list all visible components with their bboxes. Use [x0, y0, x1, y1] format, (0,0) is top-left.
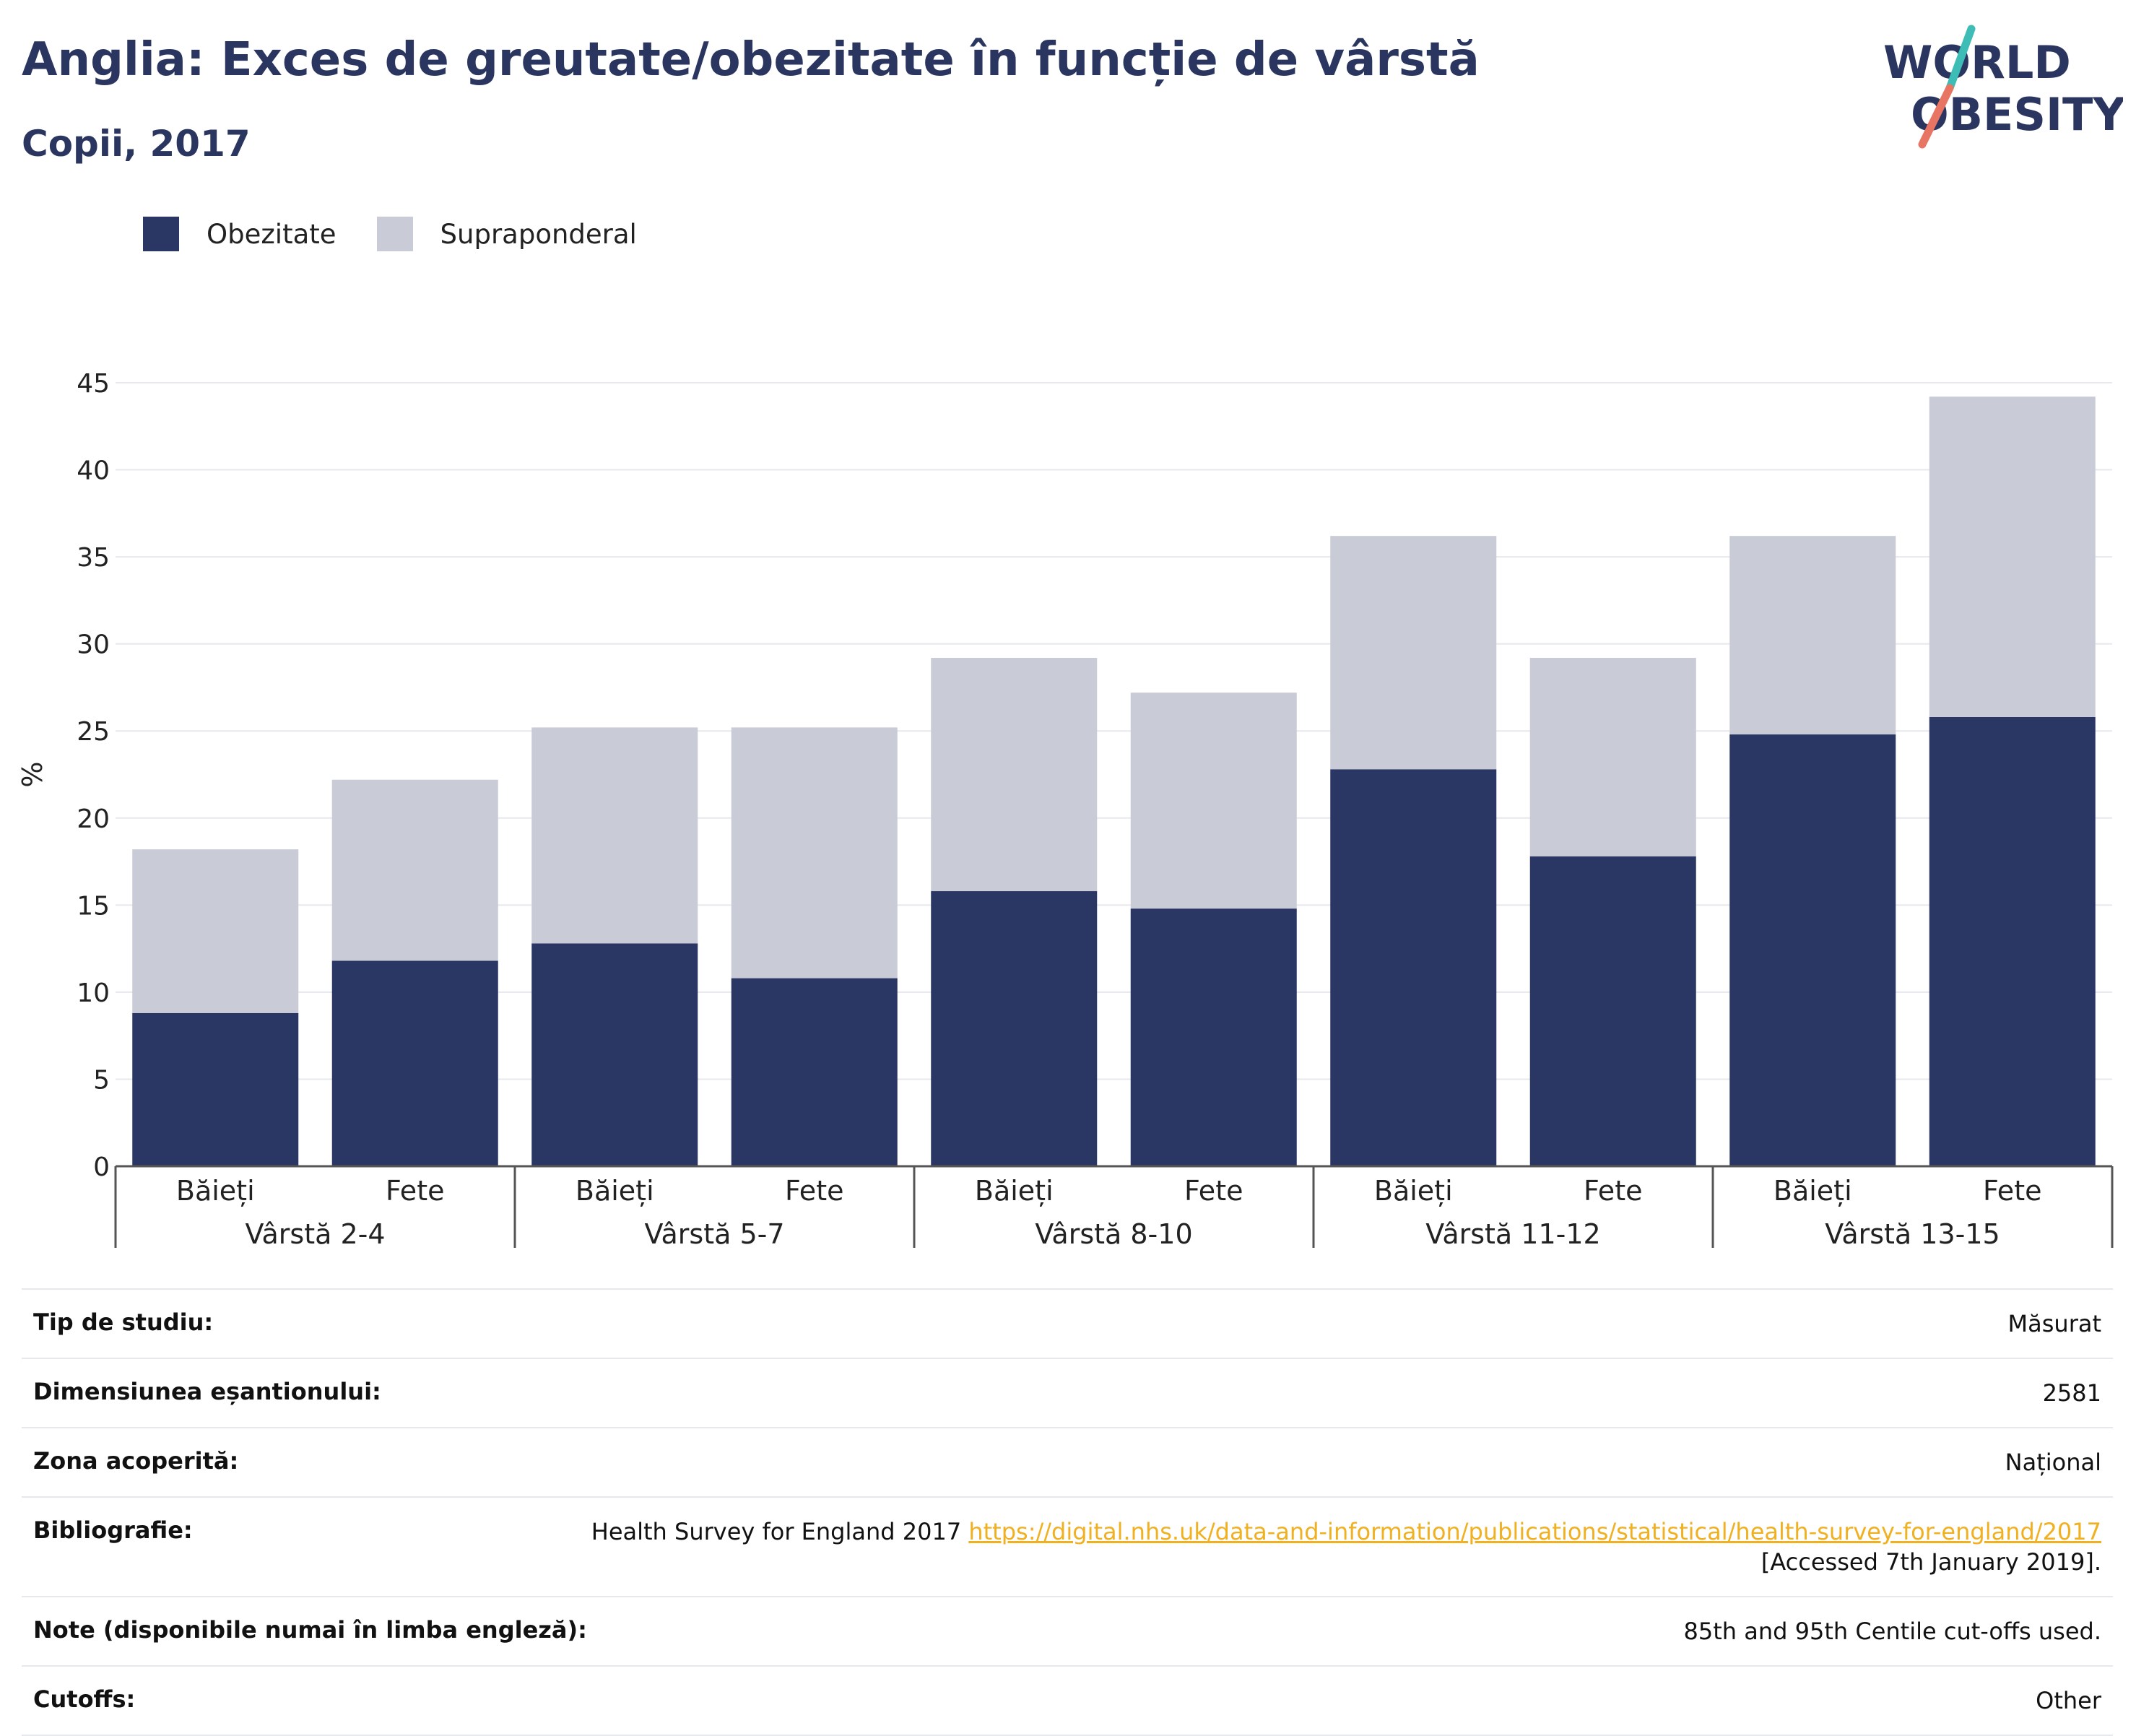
bar-overweight — [132, 849, 299, 1013]
bars — [132, 396, 2096, 1166]
bar-overweight — [731, 727, 898, 978]
bar-overweight — [931, 657, 1098, 892]
bar-overweight — [531, 727, 698, 944]
bibliography-source: Health Survey for England 2017 — [591, 1518, 962, 1545]
y-tick-label: 40 — [77, 456, 110, 486]
bar-obesity — [931, 891, 1098, 1166]
x-category-label: Fete — [1184, 1175, 1243, 1207]
x-category-label: Băieți — [975, 1175, 1054, 1207]
y-tick-label: 10 — [77, 978, 110, 1008]
axes: 0 5 10 15 20 25 30 35 40 45% Băieți Fete Băieți Fete B… — [17, 369, 2114, 1250]
bar-overweight — [1529, 657, 1696, 856]
info-label: Dimensiunea eșantionului: — [33, 1378, 381, 1405]
bar-obesity — [531, 943, 698, 1166]
bar-obesity — [1929, 716, 2096, 1166]
study-info-table: Tip de studiu: Măsurat Dimensiunea eșant… — [22, 1288, 2113, 1736]
y-tick-label: 30 — [77, 630, 110, 660]
legend-item-obesity: Obezitate — [143, 217, 337, 251]
legend-label-overweight: Supraponderal — [440, 218, 637, 250]
y-tick-label: 25 — [77, 717, 110, 747]
legend-swatch-overweight — [376, 217, 413, 251]
x-category-label: Băieți — [576, 1175, 654, 1207]
info-row-bibliography: Bibliografie: Health Survey for England … — [22, 1498, 2113, 1597]
x-group-label: Vârstă 11-12 — [1425, 1218, 1600, 1250]
info-value: Măsurat — [2007, 1310, 2101, 1337]
bar-obesity — [331, 960, 498, 1166]
x-category-label: Băieți — [1374, 1175, 1453, 1207]
x-category-label: Fete — [785, 1175, 843, 1207]
y-tick-label: 20 — [77, 804, 110, 834]
info-label: Tip de studiu: — [33, 1308, 214, 1336]
logo-line-1: WORLD — [1883, 36, 2071, 89]
y-tick-label: 5 — [93, 1065, 110, 1095]
info-value: 2581 — [2042, 1379, 2101, 1407]
bar-overweight — [1130, 693, 1297, 909]
info-row-study-type: Tip de studiu: Măsurat — [22, 1290, 2113, 1359]
stacked-bar-chart: 0 5 10 15 20 25 30 35 40 45% Băieți Fete Băieți Fete B… — [17, 369, 2114, 1250]
bar-overweight — [1929, 396, 2096, 717]
bibliography-accessed: [Accessed 7th January 2019]. — [1761, 1548, 2101, 1576]
chart-title: Anglia: Exces de greutate/obezitate în f… — [22, 33, 1480, 87]
y-tick-label: 45 — [77, 369, 110, 399]
info-value-bibliography: Health Survey for England 2017 https://d… — [591, 1516, 2101, 1577]
legend-item-overweight: Supraponderal — [376, 217, 637, 251]
x-category-label: Fete — [386, 1175, 444, 1207]
info-value: 85th and 95th Centile cut-offs used. — [1683, 1618, 2101, 1645]
bar-obesity — [1729, 734, 1896, 1166]
bar-overweight — [1729, 536, 1896, 735]
x-group-label: Vârstă 2-4 — [245, 1218, 385, 1250]
y-axis-label: % — [17, 761, 48, 787]
legend-swatch-obesity — [143, 217, 179, 251]
info-label: Cutoffs: — [33, 1685, 136, 1713]
x-group-label: Vârstă 5-7 — [644, 1218, 784, 1250]
x-group-label: Vârstă 13-15 — [1825, 1218, 2000, 1250]
info-label: Zona acoperită: — [33, 1447, 239, 1475]
logo-slash-teal — [1945, 25, 1976, 92]
bar-obesity — [1130, 908, 1297, 1166]
bar-obesity — [132, 1012, 299, 1166]
info-value: Național — [2005, 1449, 2101, 1476]
x-category-label: Băieți — [1774, 1175, 1852, 1207]
x-group-label: Vârstă 8-10 — [1035, 1218, 1192, 1250]
bar-overweight — [331, 779, 498, 961]
x-category-label: Băieți — [176, 1175, 255, 1207]
info-row-cutoffs: Cutoffs: Other — [22, 1667, 2113, 1736]
bar-obesity — [731, 978, 898, 1166]
info-row-notes: Note (disponibile numai în limba engleză… — [22, 1597, 2113, 1667]
legend-label-obesity: Obezitate — [207, 218, 337, 250]
y-tick-label: 0 — [93, 1153, 110, 1182]
info-value: Other — [2036, 1687, 2101, 1714]
bar-obesity — [1529, 856, 1696, 1166]
logo-slash-coral — [1918, 84, 1954, 149]
info-row-sample-size: Dimensiunea eșantionului: 2581 — [22, 1359, 2113, 1428]
bar-overweight — [1330, 536, 1497, 770]
info-label: Bibliografie: — [33, 1516, 193, 1544]
y-tick-label: 15 — [77, 891, 110, 921]
y-tick-label: 35 — [77, 543, 110, 573]
bibliography-link[interactable]: https://digital.nhs.uk/data-and-informat… — [968, 1518, 2101, 1545]
x-category-label: Fete — [1983, 1175, 2041, 1207]
info-label: Note (disponibile numai în limba engleză… — [33, 1616, 587, 1644]
bar-obesity — [1330, 769, 1497, 1166]
chart-legend: Obezitate Supraponderal — [143, 215, 677, 253]
chart-subtitle: Copii, 2017 — [22, 123, 251, 165]
info-row-coverage: Zona acoperită: Național — [22, 1428, 2113, 1498]
world-obesity-logo: WORLD OBESITY — [1883, 25, 2123, 149]
x-category-label: Fete — [1584, 1175, 1642, 1207]
